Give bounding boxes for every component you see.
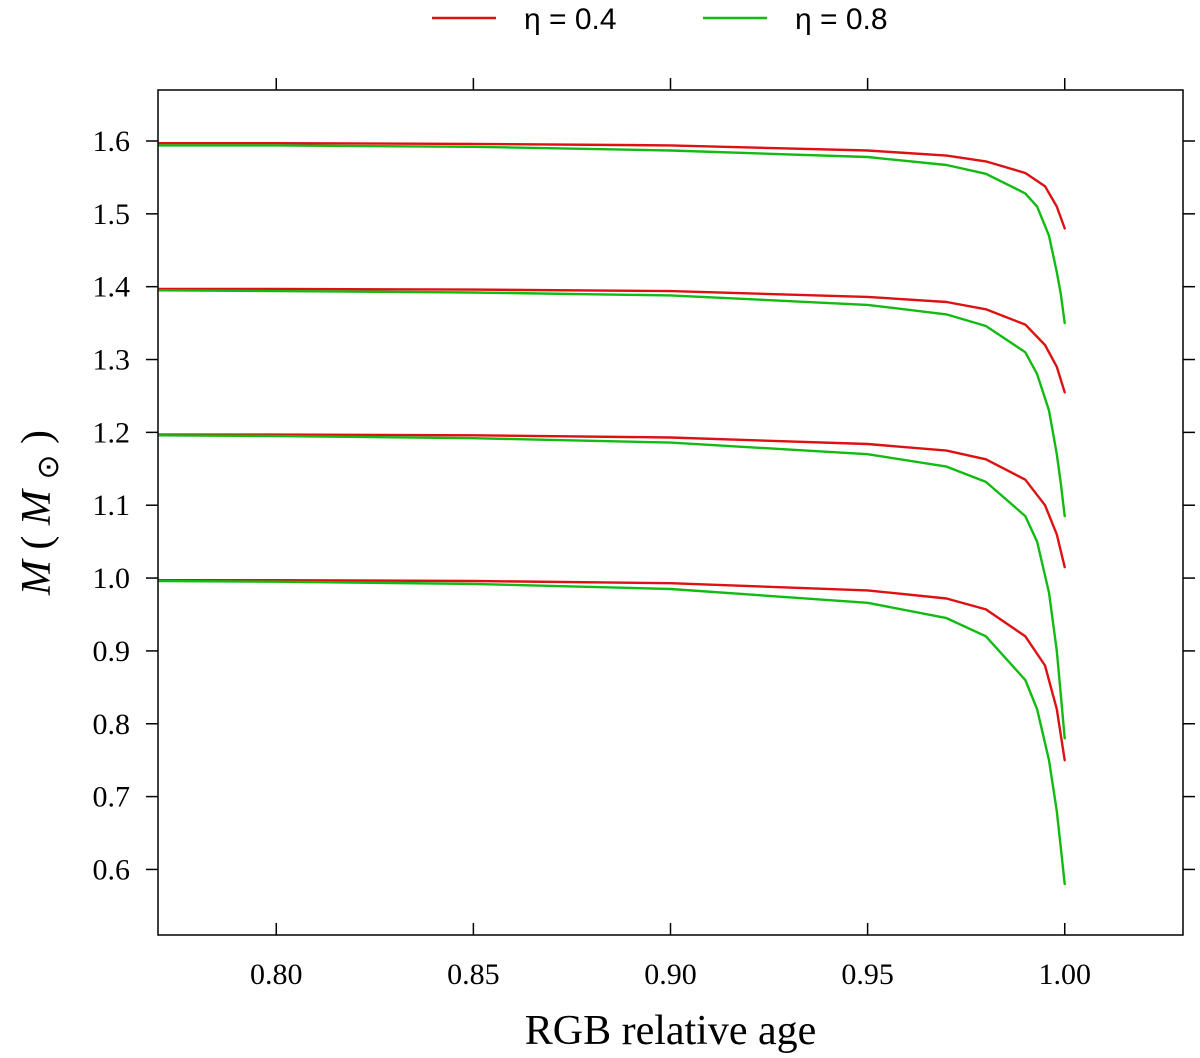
plot-frame [157, 89, 1184, 936]
series-line-eta-0-4-m1-2 [158, 433, 1066, 569]
series-layer [158, 142, 1066, 886]
legend: η = 0.4 η = 0.8 [432, 3, 888, 36]
y-axis-symbol: M [14, 558, 60, 596]
x-tick-label: 1.00 [1038, 958, 1091, 991]
series-line-eta-0-8-m1-6 [158, 144, 1066, 325]
x-tick-label: 0.85 [447, 958, 500, 991]
y-tick-label: 1.1 [93, 489, 131, 522]
y-tick-label: 1.4 [93, 271, 131, 304]
y-tick-label: 1.2 [93, 416, 131, 449]
series-line-eta-0-8-m1 [158, 579, 1066, 886]
y-tick-label: 0.8 [93, 708, 131, 741]
y-tick-label: 1.0 [93, 562, 131, 595]
y-axis-close-paren: ) [14, 430, 60, 444]
series-line-eta-0-4-m1-4 [158, 287, 1066, 394]
y-tick-label: 1.3 [93, 344, 131, 377]
y-axis-unit: M [14, 488, 60, 526]
legend-label: η = 0.4 [524, 3, 617, 36]
series-line-eta-0-4-m1-6 [158, 142, 1066, 230]
series-line-eta-0-4-m1 [158, 579, 1066, 762]
legend-label: η = 0.8 [795, 3, 888, 36]
y-tick-label: 0.9 [93, 635, 131, 668]
y-tick-label: 0.7 [93, 781, 131, 814]
x-axis-title: RGB relative age [525, 1008, 817, 1054]
y-tick-label: 0.6 [93, 853, 131, 886]
x-axis: 0.80 0.85 0.90 0.95 1.00 [250, 78, 1091, 991]
y-axis-open-paren: ( [14, 536, 60, 550]
y-tick-label: 1.6 [93, 125, 131, 158]
y-axis-unit-subscript: ⊙ [32, 454, 65, 479]
y-axis-title: M ( M ⊙ ) [14, 430, 68, 596]
y-tick-label: 1.5 [93, 198, 131, 231]
x-tick-label: 0.95 [841, 958, 894, 991]
x-tick-label: 0.80 [250, 958, 303, 991]
x-tick-label: 0.90 [644, 958, 697, 991]
series-line-eta-0-8-m1-2 [158, 434, 1066, 740]
series-line-eta-0-8-m1-4 [158, 289, 1066, 518]
y-axis: 0.6 0.7 0.8 0.9 1.0 1.1 1.2 1.3 1.4 1.5 1.6 [93, 125, 1195, 886]
